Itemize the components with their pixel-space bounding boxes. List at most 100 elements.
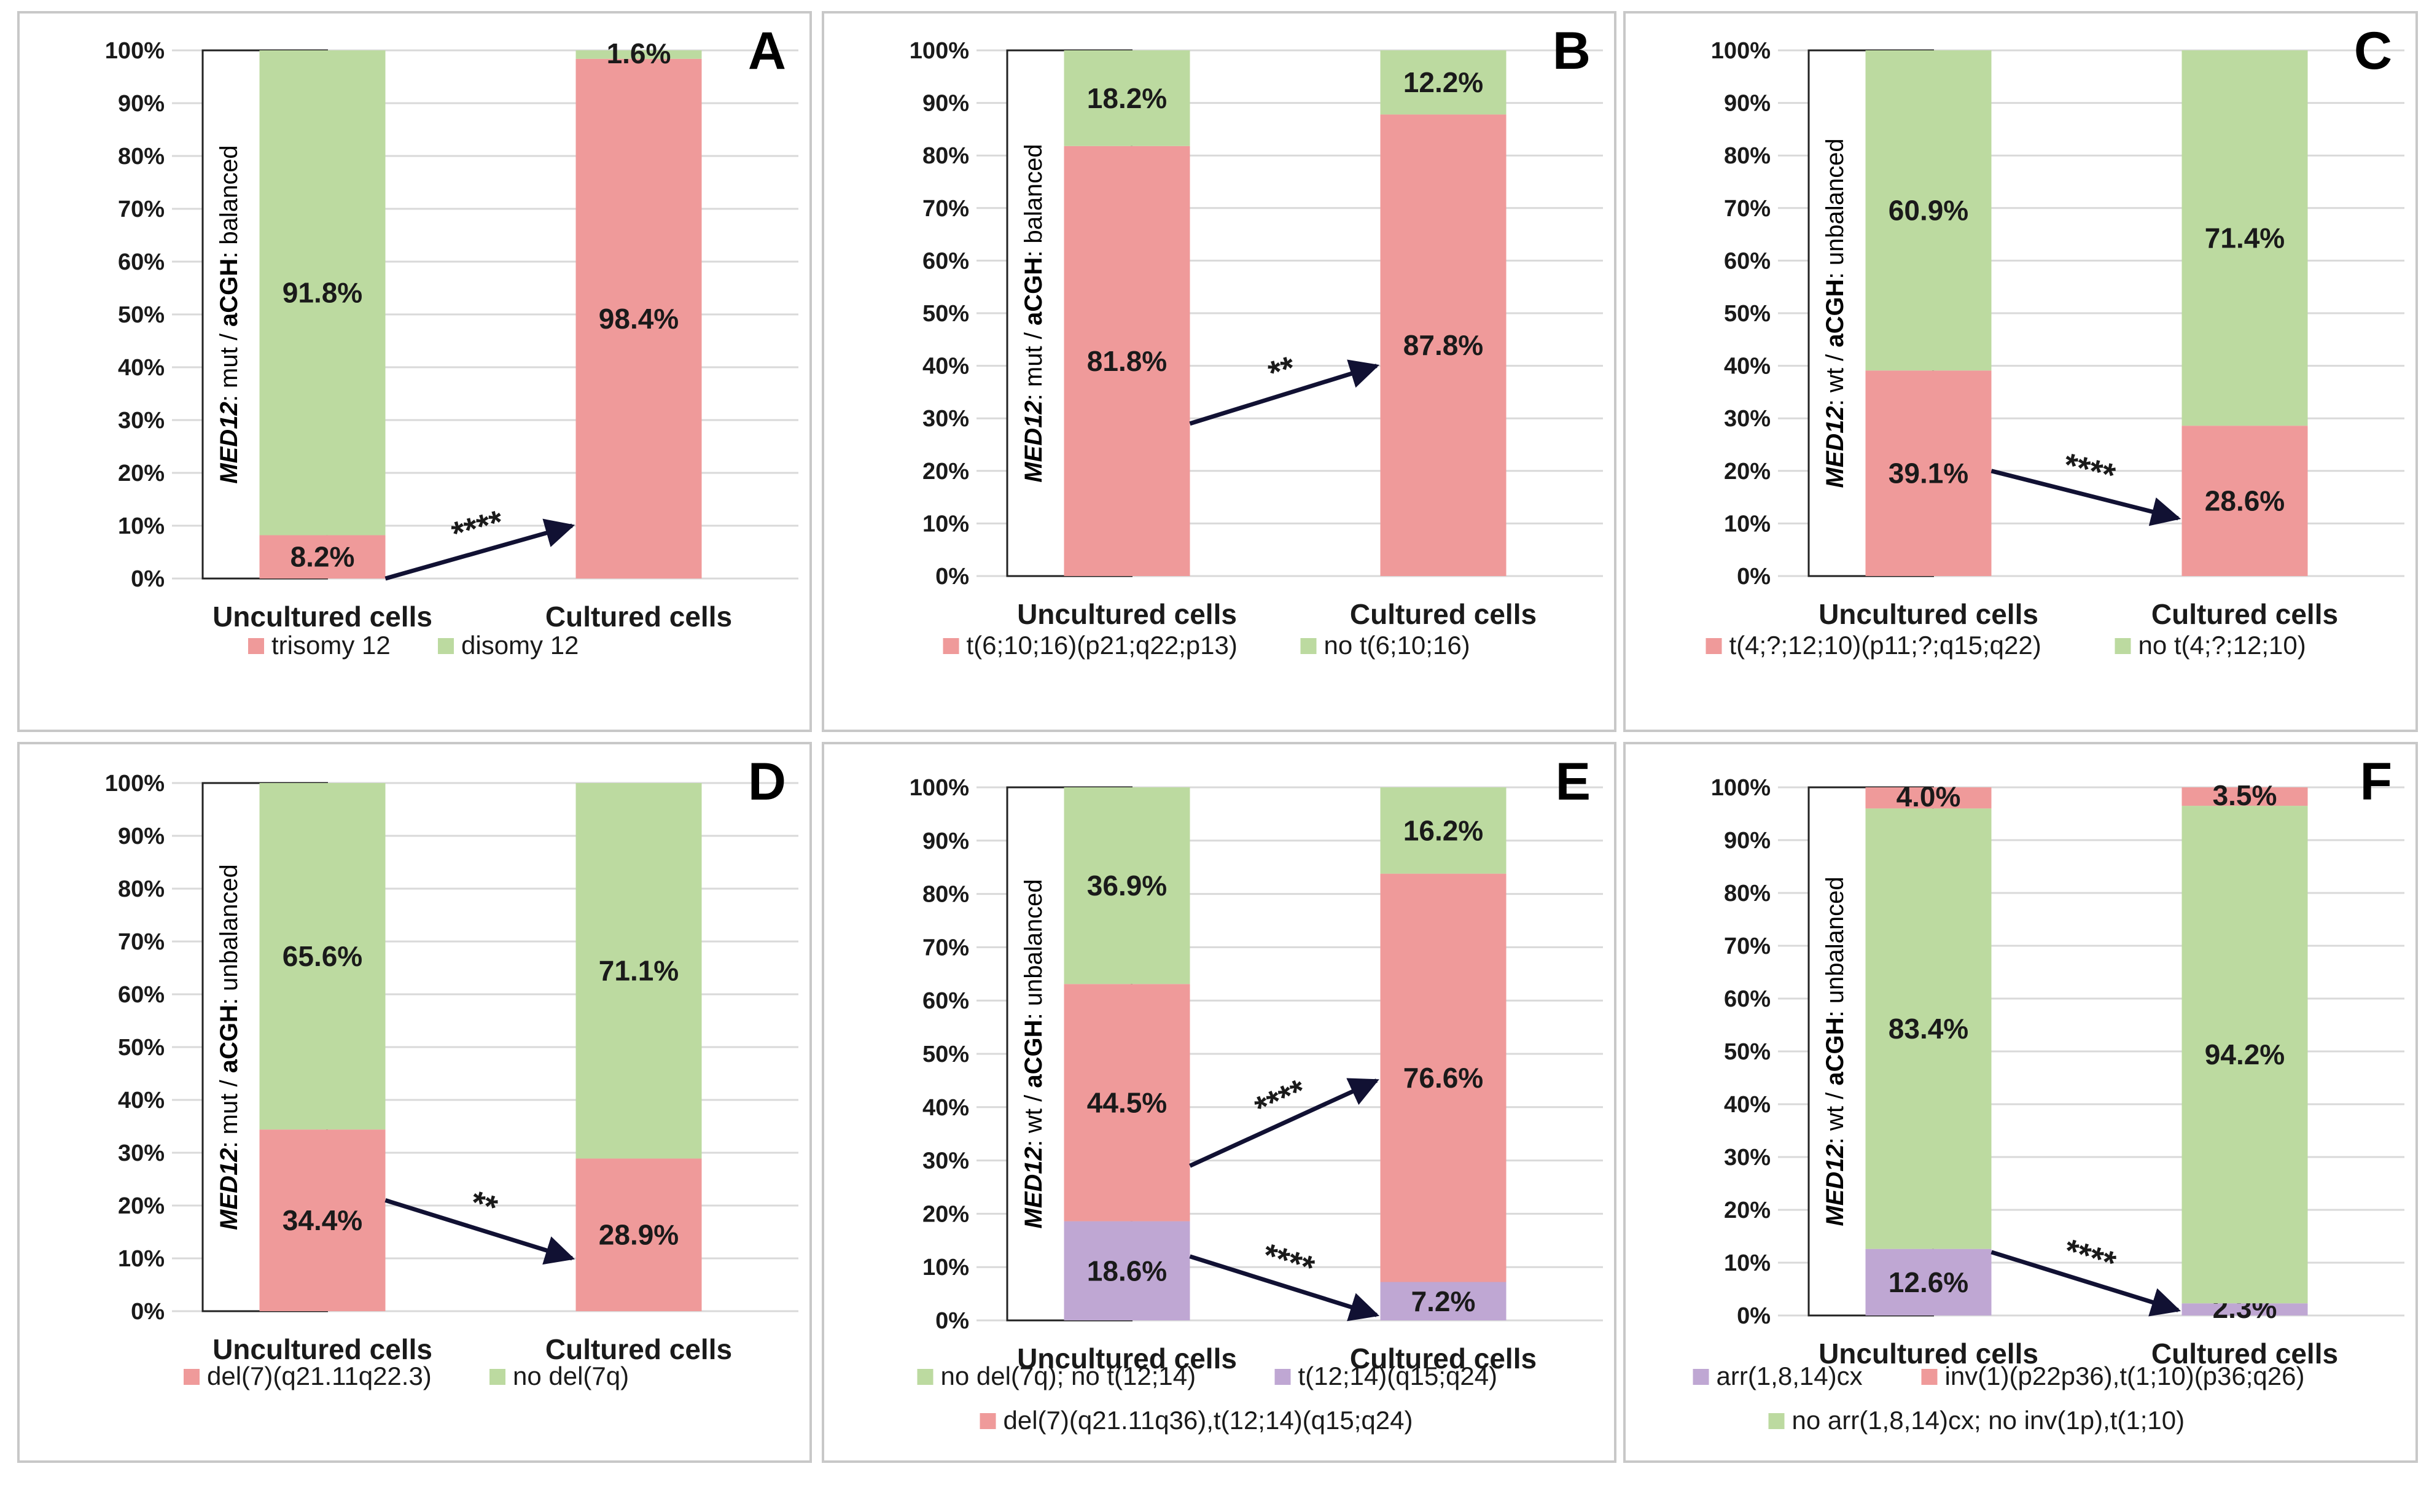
y-tick-label: 0% — [935, 564, 969, 590]
side-label-part: / — [1822, 1086, 1849, 1106]
significance-arrow — [1990, 1250, 2181, 1317]
y-tick-label: 20% — [118, 1193, 165, 1219]
y-tick-label: 10% — [118, 1246, 165, 1272]
bar-segment — [1064, 787, 1190, 984]
data-label: 65.6% — [283, 940, 362, 972]
panel-E: 0% 10% 20% 30% 40% 50% 60% 70% 80% 90% 100% 18.6% 44… — [822, 742, 1616, 1463]
panel-C: 0% 10% 20% 30% 40% 50% 60% 70% 80% 90% 100% 39.1% 60… — [1623, 11, 2418, 732]
y-tick-label: 10% — [922, 511, 969, 537]
y-tick-label: 70% — [922, 935, 969, 961]
y-tick-label: 10% — [1724, 511, 1771, 537]
y-tick-label: 0% — [935, 1308, 969, 1334]
significance-arrow — [1189, 359, 1380, 426]
y-tick-label: 80% — [1724, 143, 1771, 169]
side-label-part: : unbalanced — [1020, 879, 1047, 1019]
legend-swatch — [1693, 1369, 1709, 1385]
y-tick-label: 0% — [131, 1299, 165, 1325]
side-label-part: aCGH — [1020, 257, 1047, 325]
side-label: MED12: wt / aCGH: unbalanced — [1822, 876, 1849, 1226]
panel-letter: A — [748, 21, 786, 80]
panel-letter: D — [748, 752, 786, 811]
panel-letter: F — [2360, 752, 2392, 811]
legend-swatch — [980, 1413, 996, 1429]
y-tick-label: 0% — [1737, 564, 1771, 590]
legend-swatch — [943, 638, 959, 654]
category-label: Cultured cells — [545, 601, 732, 633]
data-label: 7.2% — [1411, 1285, 1476, 1317]
data-label: 91.8% — [283, 277, 362, 309]
data-label: 71.4% — [2205, 222, 2285, 254]
data-label: 1.6% — [607, 37, 671, 69]
y-tick-label: 80% — [922, 143, 969, 169]
side-label-part: MED12 — [1822, 406, 1849, 488]
side-label-part: MED12 — [1020, 400, 1047, 482]
y-tick-label: 100% — [105, 38, 165, 64]
y-tick-label: 30% — [922, 1148, 969, 1174]
side-label-part: / — [1822, 348, 1849, 368]
category-label: Uncultured cells — [1819, 598, 2038, 630]
significance-arrow — [1189, 1078, 1379, 1168]
panel-letter: E — [1556, 752, 1591, 811]
panel-B: 0% 10% 20% 30% 40% 50% 60% 70% 80% 90% 100% 81.8% 18… — [822, 11, 1616, 732]
data-label: 44.5% — [1087, 1086, 1167, 1118]
legend-swatch — [184, 1369, 200, 1385]
side-label-part: MED12 — [1822, 1144, 1849, 1226]
y-tick-label: 80% — [922, 882, 969, 908]
category-label: Uncultured cells — [1017, 598, 1237, 630]
y-tick-label: 50% — [922, 1042, 969, 1067]
side-label-part: : balanced — [1020, 144, 1047, 257]
side-label: MED12: mut / aCGH: unbalanced — [216, 864, 243, 1230]
data-label: 4.0% — [1897, 781, 1961, 813]
y-tick-label: 40% — [118, 355, 165, 381]
bar-segment — [575, 58, 702, 579]
data-label: 71.1% — [599, 955, 679, 987]
category-label: Cultured cells — [1350, 1342, 1537, 1374]
category-label: Cultured cells — [2151, 1338, 2338, 1370]
data-label: 16.2% — [1403, 814, 1483, 846]
legend-swatch — [1274, 1369, 1291, 1385]
side-label: MED12: mut / aCGH: balanced — [1020, 144, 1047, 482]
y-tick-label: 90% — [1724, 91, 1771, 117]
side-label: MED12: wt / aCGH: unbalanced — [1822, 138, 1849, 488]
panel-letter: B — [1553, 21, 1591, 80]
legend-label: no del(7q) — [513, 1362, 629, 1390]
significance-arrow — [1189, 1254, 1380, 1322]
data-label: 83.4% — [1889, 1013, 1968, 1045]
y-tick-label: 30% — [1724, 406, 1771, 432]
bar-segment — [2181, 1303, 2308, 1315]
y-tick-label: 100% — [1711, 38, 1771, 64]
side-label-part: MED12 — [216, 1148, 243, 1230]
side-label-part: aCGH — [216, 259, 243, 327]
bar-segment — [1865, 1249, 1992, 1315]
y-tick-label: 50% — [118, 302, 165, 328]
y-tick-label: 90% — [922, 828, 969, 854]
legend-swatch — [489, 1369, 505, 1385]
side-label-part: / — [216, 1073, 243, 1093]
y-tick-label: 50% — [922, 301, 969, 327]
y-tick-label: 50% — [118, 1035, 165, 1061]
y-tick-label: 0% — [1737, 1303, 1771, 1329]
legend-label: t(4;?;12;10)(p11;?;q15;q22) — [1729, 631, 2041, 660]
data-label: 18.2% — [1087, 82, 1167, 114]
category-label: Cultured cells — [2151, 598, 2338, 630]
y-tick-label: 20% — [922, 459, 969, 485]
category-label: Uncultured cells — [1017, 1342, 1237, 1374]
legend-swatch — [1921, 1369, 1938, 1385]
y-tick-label: 40% — [1724, 1092, 1771, 1118]
y-tick-label: 10% — [922, 1255, 969, 1280]
side-label-part: : unbalanced — [1822, 138, 1849, 279]
bar-segment — [1380, 787, 1507, 874]
side-label-part: : unbalanced — [1822, 876, 1849, 1017]
y-tick-label: 60% — [1724, 248, 1771, 274]
y-tick-label: 10% — [1724, 1250, 1771, 1276]
significance-arrow — [384, 518, 575, 581]
legend-label: no t(6;10;16) — [1324, 631, 1470, 660]
side-label-part: aCGH — [1822, 1017, 1849, 1085]
side-label-part: : wt — [1822, 1106, 1849, 1144]
side-label-part: aCGH — [1020, 1019, 1047, 1088]
legend-label: arr(1,8,14)cx — [1717, 1362, 1863, 1390]
y-tick-label: 30% — [922, 406, 969, 432]
data-label: 28.6% — [2205, 485, 2285, 517]
y-tick-label: 10% — [118, 513, 165, 539]
